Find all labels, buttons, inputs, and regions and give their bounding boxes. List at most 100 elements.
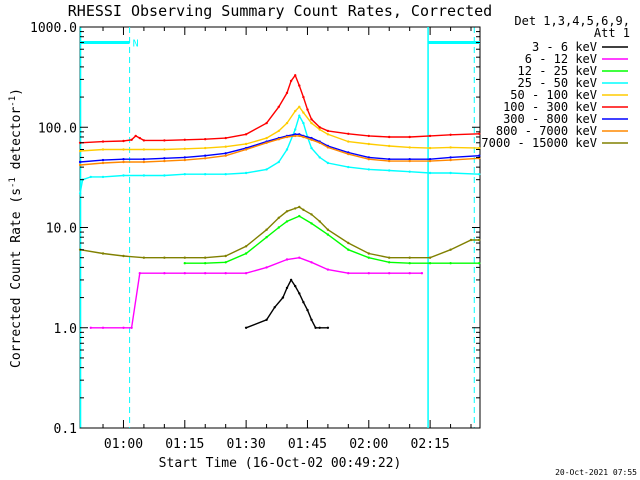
- data-point: [449, 156, 452, 159]
- data-point: [163, 174, 166, 177]
- data-point: [224, 145, 227, 148]
- data-point: [224, 136, 227, 140]
- data-point: [347, 132, 350, 135]
- data-point: [285, 286, 289, 290]
- legend-label: 6 - 12 keV: [525, 52, 597, 66]
- data-point: [326, 268, 330, 271]
- data-point: [281, 296, 285, 299]
- data-point: [204, 262, 207, 265]
- data-point: [428, 134, 432, 138]
- data-point: [183, 138, 186, 141]
- data-point: [224, 254, 227, 258]
- data-point: [388, 159, 391, 163]
- data-point: [224, 173, 227, 176]
- data-point: [326, 161, 330, 165]
- x-tick-label: 01:30: [227, 437, 266, 452]
- data-point: [101, 175, 105, 179]
- data-point: [138, 272, 141, 275]
- data-point: [298, 292, 301, 295]
- x-axis-label: Start Time (16-Oct-02 00:49:22): [159, 456, 402, 471]
- data-point: [469, 238, 473, 242]
- legend-header-line2: Att 1: [594, 26, 630, 40]
- data-point: [134, 134, 137, 138]
- data-point: [204, 173, 207, 176]
- data-point: [265, 236, 268, 239]
- data-point: [142, 148, 146, 151]
- data-point: [277, 105, 280, 109]
- x-tick-label: 01:45: [288, 437, 327, 452]
- data-point: [428, 262, 432, 265]
- data-point: [244, 245, 248, 248]
- data-point: [408, 272, 411, 275]
- data-point: [302, 121, 305, 125]
- data-point: [302, 135, 305, 139]
- legend-label: 50 - 100 keV: [510, 88, 597, 102]
- data-point: [367, 252, 370, 255]
- data-point: [408, 146, 411, 149]
- data-point: [298, 105, 301, 109]
- data-point: [326, 233, 330, 236]
- data-point: [122, 158, 125, 161]
- series-1: [89, 256, 424, 329]
- data-point: [142, 160, 146, 164]
- legend-header-line1: Det 1,3,4,5,6,9,: [514, 14, 630, 28]
- data-point: [326, 133, 330, 136]
- series-line: [90, 256, 422, 329]
- x-tick-label: 02:15: [411, 437, 450, 452]
- data-point: [408, 262, 411, 265]
- data-point: [388, 169, 391, 172]
- data-point: [204, 157, 207, 160]
- data-point: [244, 326, 248, 329]
- legend-label: 12 - 25 keV: [518, 64, 597, 78]
- data-point: [265, 121, 268, 125]
- y-axis-label: Corrected Count Rate (s-1 detector-1): [8, 88, 24, 368]
- data-point: [204, 256, 207, 259]
- data-point: [285, 135, 289, 139]
- data-point: [310, 121, 313, 125]
- axis-layer: 1000.0 100.0 10.0 1.0 0.1 01:00 01:15 01:30 01:4…: [30, 21, 480, 452]
- data-point: [122, 139, 125, 143]
- data-point: [318, 326, 321, 329]
- data-point: [388, 272, 391, 275]
- data-point: [163, 157, 166, 160]
- y-tick-label: 0.1: [54, 422, 77, 437]
- data-point: [478, 154, 481, 157]
- data-point: [310, 146, 313, 150]
- data-point: [347, 140, 350, 143]
- data-point: [163, 256, 166, 259]
- data-point: [326, 326, 330, 329]
- data-point: [367, 158, 370, 161]
- data-point: [302, 111, 305, 114]
- data-point: [183, 256, 186, 259]
- data-point: [367, 142, 370, 146]
- series-line: [79, 114, 480, 194]
- data-point: [388, 144, 391, 148]
- legend-label: 3 - 6 keV: [532, 40, 597, 54]
- data-point: [224, 272, 227, 275]
- data-point: [428, 159, 432, 163]
- data-point: [318, 126, 321, 129]
- data-point: [183, 262, 186, 265]
- series-4: [78, 105, 481, 153]
- data-point: [449, 133, 452, 136]
- data-point: [122, 148, 125, 151]
- data-point: [122, 174, 125, 177]
- series-layer: [78, 73, 481, 329]
- data-point: [298, 84, 301, 87]
- data-point: [204, 146, 207, 150]
- data-point: [294, 109, 297, 113]
- data-point: [420, 272, 424, 275]
- data-point: [265, 141, 268, 144]
- y-axis-label-exp1: -1: [8, 177, 18, 188]
- data-point: [294, 284, 297, 288]
- data-point: [183, 173, 186, 176]
- series-7: [78, 134, 481, 167]
- data-point: [298, 114, 301, 118]
- data-point: [408, 256, 411, 259]
- y-axis-label-end: ): [9, 88, 24, 96]
- data-point: [294, 207, 297, 210]
- data-point: [408, 158, 411, 161]
- data-point: [310, 138, 313, 141]
- data-point: [310, 213, 313, 216]
